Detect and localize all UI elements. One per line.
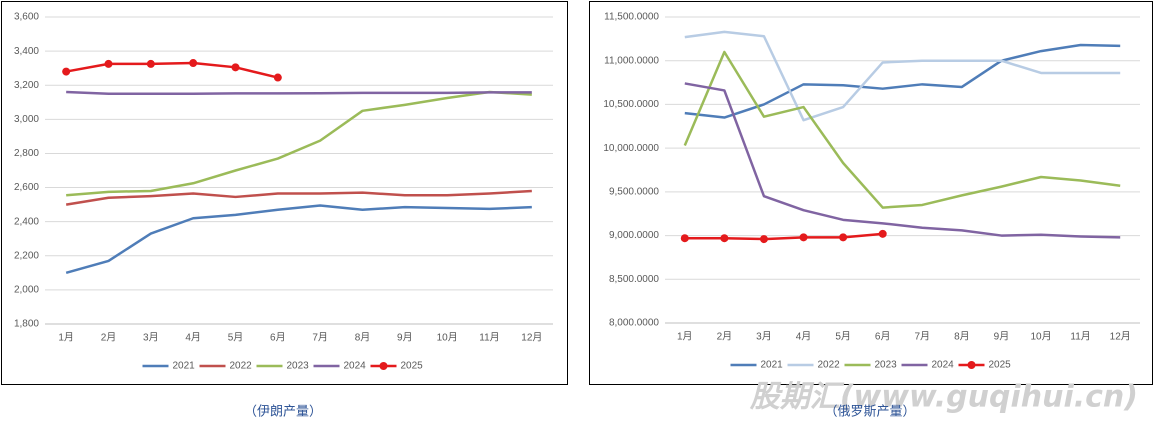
x-tick-label: 9月 bbox=[994, 331, 1010, 343]
legend-label: 2021 bbox=[761, 360, 784, 371]
legend-label: 2022 bbox=[230, 361, 253, 372]
x-tick-label: 9月 bbox=[397, 332, 413, 344]
series-marker bbox=[273, 73, 282, 82]
y-tick-label: 1,800 bbox=[14, 319, 39, 330]
x-tick-label: 10月 bbox=[437, 332, 458, 344]
series-marker bbox=[189, 59, 198, 68]
y-tick-label: 10,000.0000 bbox=[603, 143, 659, 154]
legend-marker bbox=[379, 362, 388, 370]
x-tick-label: 2月 bbox=[717, 331, 733, 343]
series-marker bbox=[62, 67, 71, 76]
x-tick-label: 3月 bbox=[143, 332, 159, 344]
legend-label: 2024 bbox=[932, 360, 955, 371]
y-tick-label: 2,400 bbox=[14, 216, 39, 227]
x-tick-label: 11月 bbox=[479, 332, 499, 344]
y-tick-label: 3,600 bbox=[14, 12, 39, 23]
y-tick-label: 2,200 bbox=[14, 250, 39, 261]
series-marker bbox=[799, 233, 808, 242]
x-tick-label: 1月 bbox=[58, 332, 74, 344]
x-tick-label: 12月 bbox=[1110, 331, 1131, 343]
y-tick-label: 2,000 bbox=[14, 285, 39, 296]
x-tick-label: 7月 bbox=[312, 332, 328, 344]
series-marker bbox=[720, 234, 729, 243]
series-marker bbox=[759, 235, 768, 244]
x-tick-label: 3月 bbox=[756, 331, 772, 343]
x-tick-label: 12月 bbox=[521, 332, 542, 344]
series-line bbox=[684, 82, 1121, 239]
x-tick-label: 6月 bbox=[270, 332, 286, 344]
legend-label: 2023 bbox=[875, 360, 898, 371]
legend-label: 2022 bbox=[818, 360, 841, 371]
x-tick-label: 8月 bbox=[954, 331, 970, 343]
legend-label: 2021 bbox=[173, 361, 196, 372]
y-tick-label: 8,000.0000 bbox=[609, 318, 659, 329]
watermark: 股期汇(www.guqihui.cn) bbox=[749, 380, 1138, 415]
series-line bbox=[684, 30, 1121, 122]
y-tick-label: 11,500.0000 bbox=[604, 12, 659, 23]
series-marker bbox=[680, 234, 689, 243]
x-tick-label: 2月 bbox=[101, 332, 117, 344]
series-line bbox=[683, 50, 1121, 209]
caption: （俄罗斯产量） bbox=[824, 405, 915, 420]
series-marker bbox=[839, 233, 848, 242]
series-line bbox=[65, 189, 532, 206]
series-line bbox=[65, 61, 279, 79]
series-line bbox=[66, 90, 532, 95]
series-line bbox=[65, 204, 532, 275]
caption: （伊朗产量） bbox=[244, 405, 322, 420]
x-tick-label: 5月 bbox=[835, 331, 851, 343]
legend-label: 2025 bbox=[401, 361, 424, 372]
series-marker bbox=[104, 59, 113, 68]
frame bbox=[589, 1, 1153, 385]
y-tick-label: 9,500.0000 bbox=[609, 186, 659, 197]
x-tick-label: 4月 bbox=[185, 332, 201, 344]
series-line bbox=[684, 232, 883, 241]
legend-label: 2024 bbox=[344, 361, 367, 372]
series-marker bbox=[231, 63, 240, 72]
legend-label: 2025 bbox=[989, 360, 1012, 371]
x-tick-label: 4月 bbox=[796, 331, 812, 343]
x-tick-label: 11月 bbox=[1070, 331, 1090, 343]
x-tick-label: 6月 bbox=[875, 331, 891, 343]
series-line bbox=[684, 43, 1121, 119]
y-tick-label: 3,400 bbox=[14, 46, 39, 57]
y-tick-label: 11,000.0000 bbox=[604, 55, 659, 66]
series-marker bbox=[146, 59, 155, 68]
legend-label: 2023 bbox=[287, 361, 310, 372]
x-tick-label: 7月 bbox=[915, 331, 931, 343]
series-line bbox=[66, 90, 532, 197]
y-tick-label: 9,000.0000 bbox=[609, 230, 659, 241]
legend-marker bbox=[967, 361, 976, 369]
y-tick-label: 2,600 bbox=[14, 182, 39, 193]
x-tick-label: 1月 bbox=[677, 331, 693, 343]
frame bbox=[1, 1, 568, 385]
y-tick-label: 3,000 bbox=[14, 114, 39, 125]
x-tick-label: 5月 bbox=[228, 332, 244, 344]
y-tick-label: 10,500.0000 bbox=[603, 99, 659, 110]
y-tick-label: 3,200 bbox=[14, 80, 39, 91]
y-tick-label: 2,800 bbox=[14, 148, 39, 159]
y-tick-label: 8,500.0000 bbox=[609, 274, 659, 285]
x-tick-label: 8月 bbox=[355, 332, 371, 344]
x-tick-label: 10月 bbox=[1030, 331, 1051, 343]
series-marker bbox=[878, 229, 887, 238]
